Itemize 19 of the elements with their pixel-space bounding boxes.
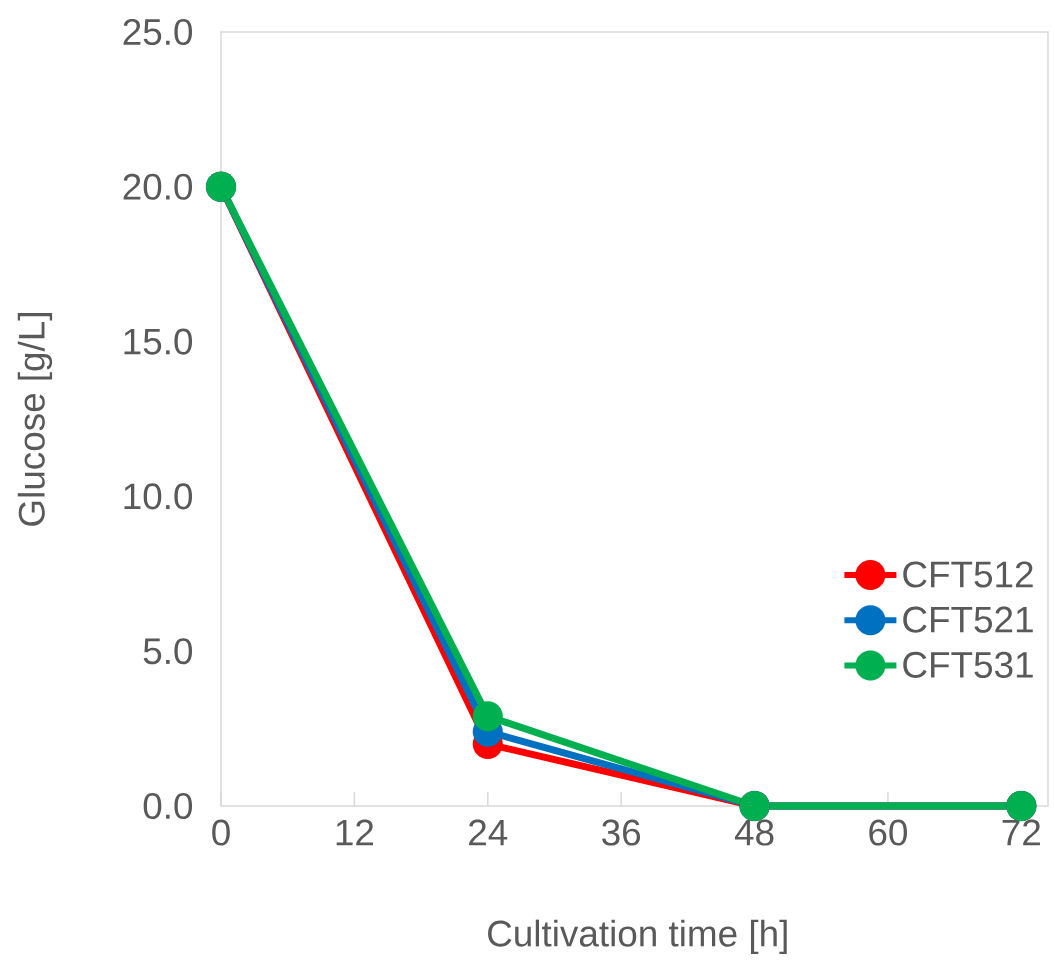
legend-label: CFT531 [903, 651, 1033, 678]
x-axis-title: Cultivation time [h] [488, 919, 787, 954]
x-tick-label: 48 [734, 819, 774, 846]
y-tick-label: 25.0 [123, 18, 193, 46]
x-tick-label: 12 [336, 819, 374, 846]
y-axis-title: Glucose [g/L] [17, 313, 53, 526]
x-tick-label: 36 [602, 819, 641, 846]
legend-label: CFT521 [903, 606, 1033, 633]
y-tick-label: 10.0 [124, 483, 193, 510]
y-tick-label: 0.0 [143, 792, 193, 820]
y-tick-label: 20.0 [123, 173, 193, 200]
y-tick-label: 5.0 [143, 638, 193, 665]
legend-label: CFT512 [903, 561, 1033, 588]
y-tick-label: 15.0 [124, 328, 193, 355]
x-tick-label: 24 [469, 819, 508, 846]
x-tick-label: 72 [1002, 819, 1040, 846]
x-tick-label: 60 [869, 819, 907, 846]
point [472, 701, 503, 732]
x-tick-label: 0 [212, 819, 230, 846]
